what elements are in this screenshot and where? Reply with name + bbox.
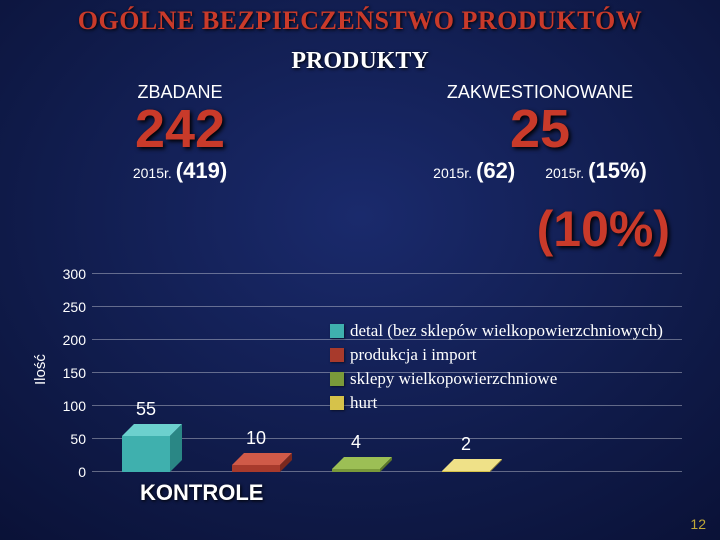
right-sub-1-val: (15%) [588, 158, 647, 183]
y-tick: 250 [54, 299, 86, 315]
legend-label: sklepy wielkopowierzchniowe [350, 368, 557, 390]
legend: detal (bez sklepów wielkopowierzchniowyc… [330, 320, 663, 416]
y-tick: 50 [54, 431, 86, 447]
main-title: OGÓLNE BEZPIECZEŃSTWO PRODUKTÓW [0, 6, 720, 36]
right-sub-0-val: (62) [476, 158, 515, 183]
chart: Ilość 050100150200250300551042 detal (be… [30, 270, 690, 500]
left-sub-val: (419) [176, 158, 227, 183]
left-sub: 2015r.(419) [0, 158, 360, 184]
legend-swatch [330, 348, 344, 362]
slide-number: 12 [690, 516, 706, 532]
y-tick: 0 [54, 464, 86, 480]
right-sub-1: 2015r.(15%) [545, 158, 647, 184]
grid-line [92, 273, 682, 274]
right-sub-0-pre: 2015r. [433, 165, 472, 181]
legend-label: detal (bez sklepów wielkopowierzchniowyc… [350, 320, 663, 342]
bar-label-2: 4 [326, 432, 386, 453]
bar-0 [122, 436, 170, 472]
legend-label: hurt [350, 392, 377, 414]
y-axis-title: Ilość [32, 354, 49, 385]
bar-3 [442, 471, 490, 472]
right-sub-1-pre: 2015r. [545, 165, 584, 181]
legend-swatch [330, 324, 344, 338]
grid-line [92, 471, 682, 472]
subtitle: PRODUKTY [0, 48, 720, 75]
legend-swatch [330, 396, 344, 410]
legend-row-1: produkcja i import [330, 344, 663, 366]
x-category: KONTROLE [30, 480, 690, 506]
legend-label: produkcja i import [350, 344, 477, 366]
y-tick: 300 [54, 266, 86, 282]
legend-row-0: detal (bez sklepów wielkopowierzchniowyc… [330, 320, 663, 342]
grid-line [92, 306, 682, 307]
right-subs: 2015r.(62) 2015r.(15%) [360, 158, 720, 184]
right-sub-0: 2015r.(62) [433, 158, 515, 184]
stats-columns: ZBADANE 242 2015r.(419) ZAKWESTIONOWANE … [0, 82, 720, 184]
left-big: 242 [0, 101, 360, 158]
right-big: 25 [360, 101, 720, 158]
bar-label-3: 2 [436, 434, 496, 455]
col-right: ZAKWESTIONOWANE 25 2015r.(62) 2015r.(15%… [360, 82, 720, 184]
y-tick: 150 [54, 365, 86, 381]
bar-2 [332, 469, 380, 472]
legend-swatch [330, 372, 344, 386]
y-tick: 200 [54, 332, 86, 348]
overall-pct: (10%) [537, 200, 670, 258]
bar-1 [232, 465, 280, 472]
bar-label-1: 10 [226, 428, 286, 449]
y-tick: 100 [54, 398, 86, 414]
legend-row-3: hurt [330, 392, 663, 414]
legend-row-2: sklepy wielkopowierzchniowe [330, 368, 663, 390]
left-sub-pre: 2015r. [133, 165, 172, 181]
col-left: ZBADANE 242 2015r.(419) [0, 82, 360, 184]
bar-label-0: 55 [116, 399, 176, 420]
